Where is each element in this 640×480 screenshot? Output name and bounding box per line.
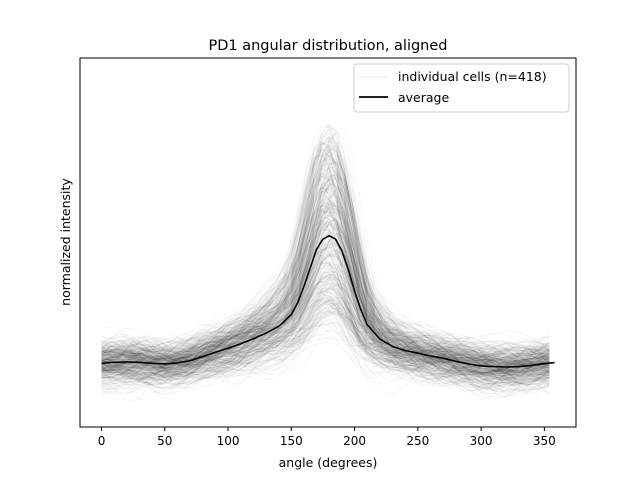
x-tick-label: 50: [157, 434, 172, 448]
plot-frame: [79, 57, 577, 428]
average-line: [101, 234, 555, 368]
chart-title: PD1 angular distribution, aligned: [208, 38, 447, 54]
y-axis-label: normalized intensity: [58, 178, 73, 306]
plot-area: [80, 58, 576, 427]
x-tick-label: 150: [280, 434, 303, 448]
legend-average-label: average: [398, 90, 449, 105]
x-tick-label: 0: [98, 434, 106, 448]
x-axis-ticks: 0 50 100 150 200 250 300 350: [98, 427, 556, 448]
legend-cells-label: individual cells (n=418): [398, 69, 547, 84]
x-tick-label: 300: [470, 434, 493, 448]
average-layer: [101, 234, 555, 368]
x-tick-label: 350: [533, 434, 556, 448]
x-axis-label: angle (degrees): [279, 455, 378, 470]
x-tick-label: 100: [217, 434, 240, 448]
legend-box: [353, 63, 570, 113]
x-tick-label: 200: [343, 434, 366, 448]
x-tick-label: 250: [406, 434, 429, 448]
legend: individual cells (n=418) average: [353, 63, 570, 113]
